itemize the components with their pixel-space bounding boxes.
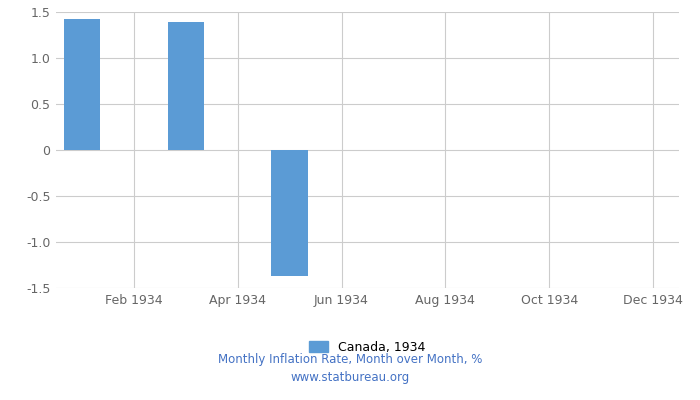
Legend: Canada, 1934: Canada, 1934 — [304, 336, 430, 359]
Text: www.statbureau.org: www.statbureau.org — [290, 372, 410, 384]
Text: Monthly Inflation Rate, Month over Month, %: Monthly Inflation Rate, Month over Month… — [218, 354, 482, 366]
Bar — [272, 150, 308, 276]
Bar — [64, 19, 100, 150]
Bar — [167, 22, 204, 150]
